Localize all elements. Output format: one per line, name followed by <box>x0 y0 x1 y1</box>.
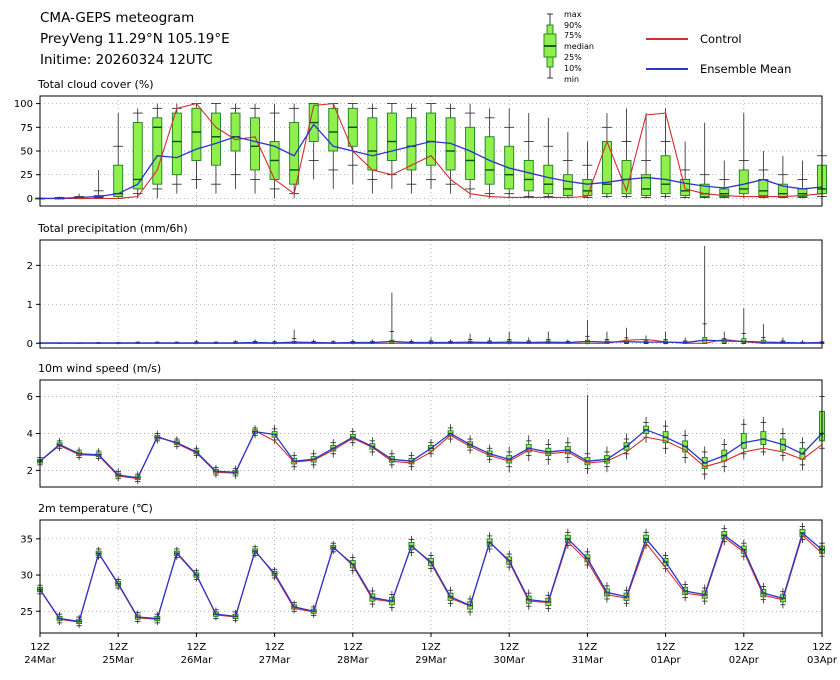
ensemble-box <box>387 113 396 160</box>
x-tick-hour-label: 12Z <box>812 642 832 653</box>
panel-precip: 0 1 2 <box>27 240 825 350</box>
control-legend-label: Control <box>700 32 742 46</box>
panel-temp: 25 30 35 12Z 24Mar 12Z 25Mar 12Z 26Mar 12Z 27Mar 12… <box>20 520 838 666</box>
y-tick-label: 0 <box>27 194 33 205</box>
legend-label-75: 75% <box>564 31 582 40</box>
legend-label-10: 10% <box>564 64 582 73</box>
ensemble-box <box>231 113 240 151</box>
x-tick-hour-label: 12Z <box>108 642 128 653</box>
y-tick-label: 100 <box>14 99 33 110</box>
ensemble-box <box>661 156 670 194</box>
x-tick-hour-label: 12Z <box>265 642 285 653</box>
y-tick-label: 25 <box>20 607 33 618</box>
x-tick-hour-label: 12Z <box>421 642 441 653</box>
page-title: CMA-GEPS meteogram <box>40 8 230 29</box>
boxplot-legend-icon <box>540 8 560 86</box>
y-tick-label: 25 <box>20 170 33 181</box>
ensemble-box <box>290 123 299 185</box>
legend-entry-control: Control <box>646 24 791 54</box>
ensemble-box <box>368 118 377 170</box>
ensemble-box <box>466 127 475 179</box>
x-tick-hour-label: 12Z <box>578 642 598 653</box>
ensemble-box <box>329 108 338 151</box>
x-tick-date-label: 28Mar <box>337 655 369 666</box>
line-legend: Control Ensemble Mean <box>646 24 791 84</box>
y-tick-label: 1 <box>27 300 33 311</box>
legend-label-median: median <box>564 42 594 51</box>
y-tick-label: 6 <box>27 392 33 403</box>
x-tick-hour-label: 12Z <box>30 642 50 653</box>
panel-title-temperature: 2m temperature (℃) <box>38 502 153 515</box>
x-tick-date-label: 25Mar <box>102 655 134 666</box>
x-tick-date-label: 27Mar <box>259 655 291 666</box>
ensemble-mean-legend-label: Ensemble Mean <box>700 62 791 76</box>
ensemble-box <box>759 179 768 195</box>
x-tick-date-label: 30Mar <box>493 655 525 666</box>
ensemble-box <box>741 434 746 449</box>
x-tick-hour-label: 12Z <box>734 642 754 653</box>
ensemble-box <box>739 170 748 194</box>
panel-title-cloud-cover: Total cloud cover (%) <box>38 78 154 91</box>
ensemble-box <box>172 113 181 175</box>
meteogram-plot: 0 25 50 75 100 0 1 2 2 4 6 25 30 35 12Z 24Mar 12Z 25Mar 12… <box>0 0 840 680</box>
y-tick-label: 2 <box>27 466 33 477</box>
ensemble-mean-line-swatch <box>646 68 688 70</box>
panel-cloud: 0 25 50 75 100 <box>14 96 827 206</box>
control-line-swatch <box>646 38 688 40</box>
ensemble-box <box>524 160 533 190</box>
y-tick-label: 0 <box>27 339 33 350</box>
y-tick-label: 75 <box>20 123 33 134</box>
x-tick-date-label: 03Apr <box>807 655 838 666</box>
y-tick-label: 4 <box>27 429 33 440</box>
ensemble-box <box>192 108 201 160</box>
ensemble-box <box>211 113 220 165</box>
boxplot-legend: max 90% 75% median 25% 10% min <box>540 6 660 92</box>
ensemble-box <box>544 165 553 193</box>
panel-title-wind-speed: 10m wind speed (m/s) <box>38 362 161 375</box>
x-tick-hour-label: 12Z <box>499 642 519 653</box>
legend-entry-ensemble-mean: Ensemble Mean <box>646 54 791 84</box>
x-tick-date-label: 24Mar <box>24 655 56 666</box>
y-tick-label: 35 <box>20 534 33 545</box>
x-tick-date-label: 29Mar <box>415 655 447 666</box>
header: CMA-GEPS meteogram PreyVeng 11.29°N 105.… <box>40 8 230 71</box>
y-tick-label: 30 <box>20 571 33 582</box>
x-tick-hour-label: 12Z <box>187 642 207 653</box>
legend-label-25: 25% <box>564 53 582 62</box>
init-time: Initime: 20260324 12UTC <box>40 50 230 71</box>
x-tick-hour-label: 12Z <box>656 642 676 653</box>
y-tick-label: 50 <box>20 147 33 158</box>
legend-label-min: min <box>564 75 579 84</box>
x-tick-hour-label: 12Z <box>343 642 363 653</box>
ensemble-box <box>407 118 416 170</box>
ensemble-box <box>563 175 572 196</box>
y-tick-label: 2 <box>27 261 33 272</box>
x-tick-date-label: 02Apr <box>729 655 760 666</box>
ensemble-box <box>761 432 766 445</box>
panel-wind: 2 4 6 <box>27 380 825 487</box>
legend-label-90: 90% <box>564 21 582 30</box>
meteogram-page: 0 25 50 75 100 0 1 2 2 4 6 25 30 35 12Z 24Mar 12Z 25Mar 12… <box>0 0 840 680</box>
x-tick-date-label: 01Apr <box>651 655 682 666</box>
panel-title-precipitation: Total precipitation (mm/6h) <box>38 222 188 235</box>
x-tick-date-label: 26Mar <box>181 655 213 666</box>
x-tick-date-label: 31Mar <box>572 655 604 666</box>
station-location: PreyVeng 11.29°N 105.19°E <box>40 29 230 50</box>
legend-label-max: max <box>564 10 581 19</box>
